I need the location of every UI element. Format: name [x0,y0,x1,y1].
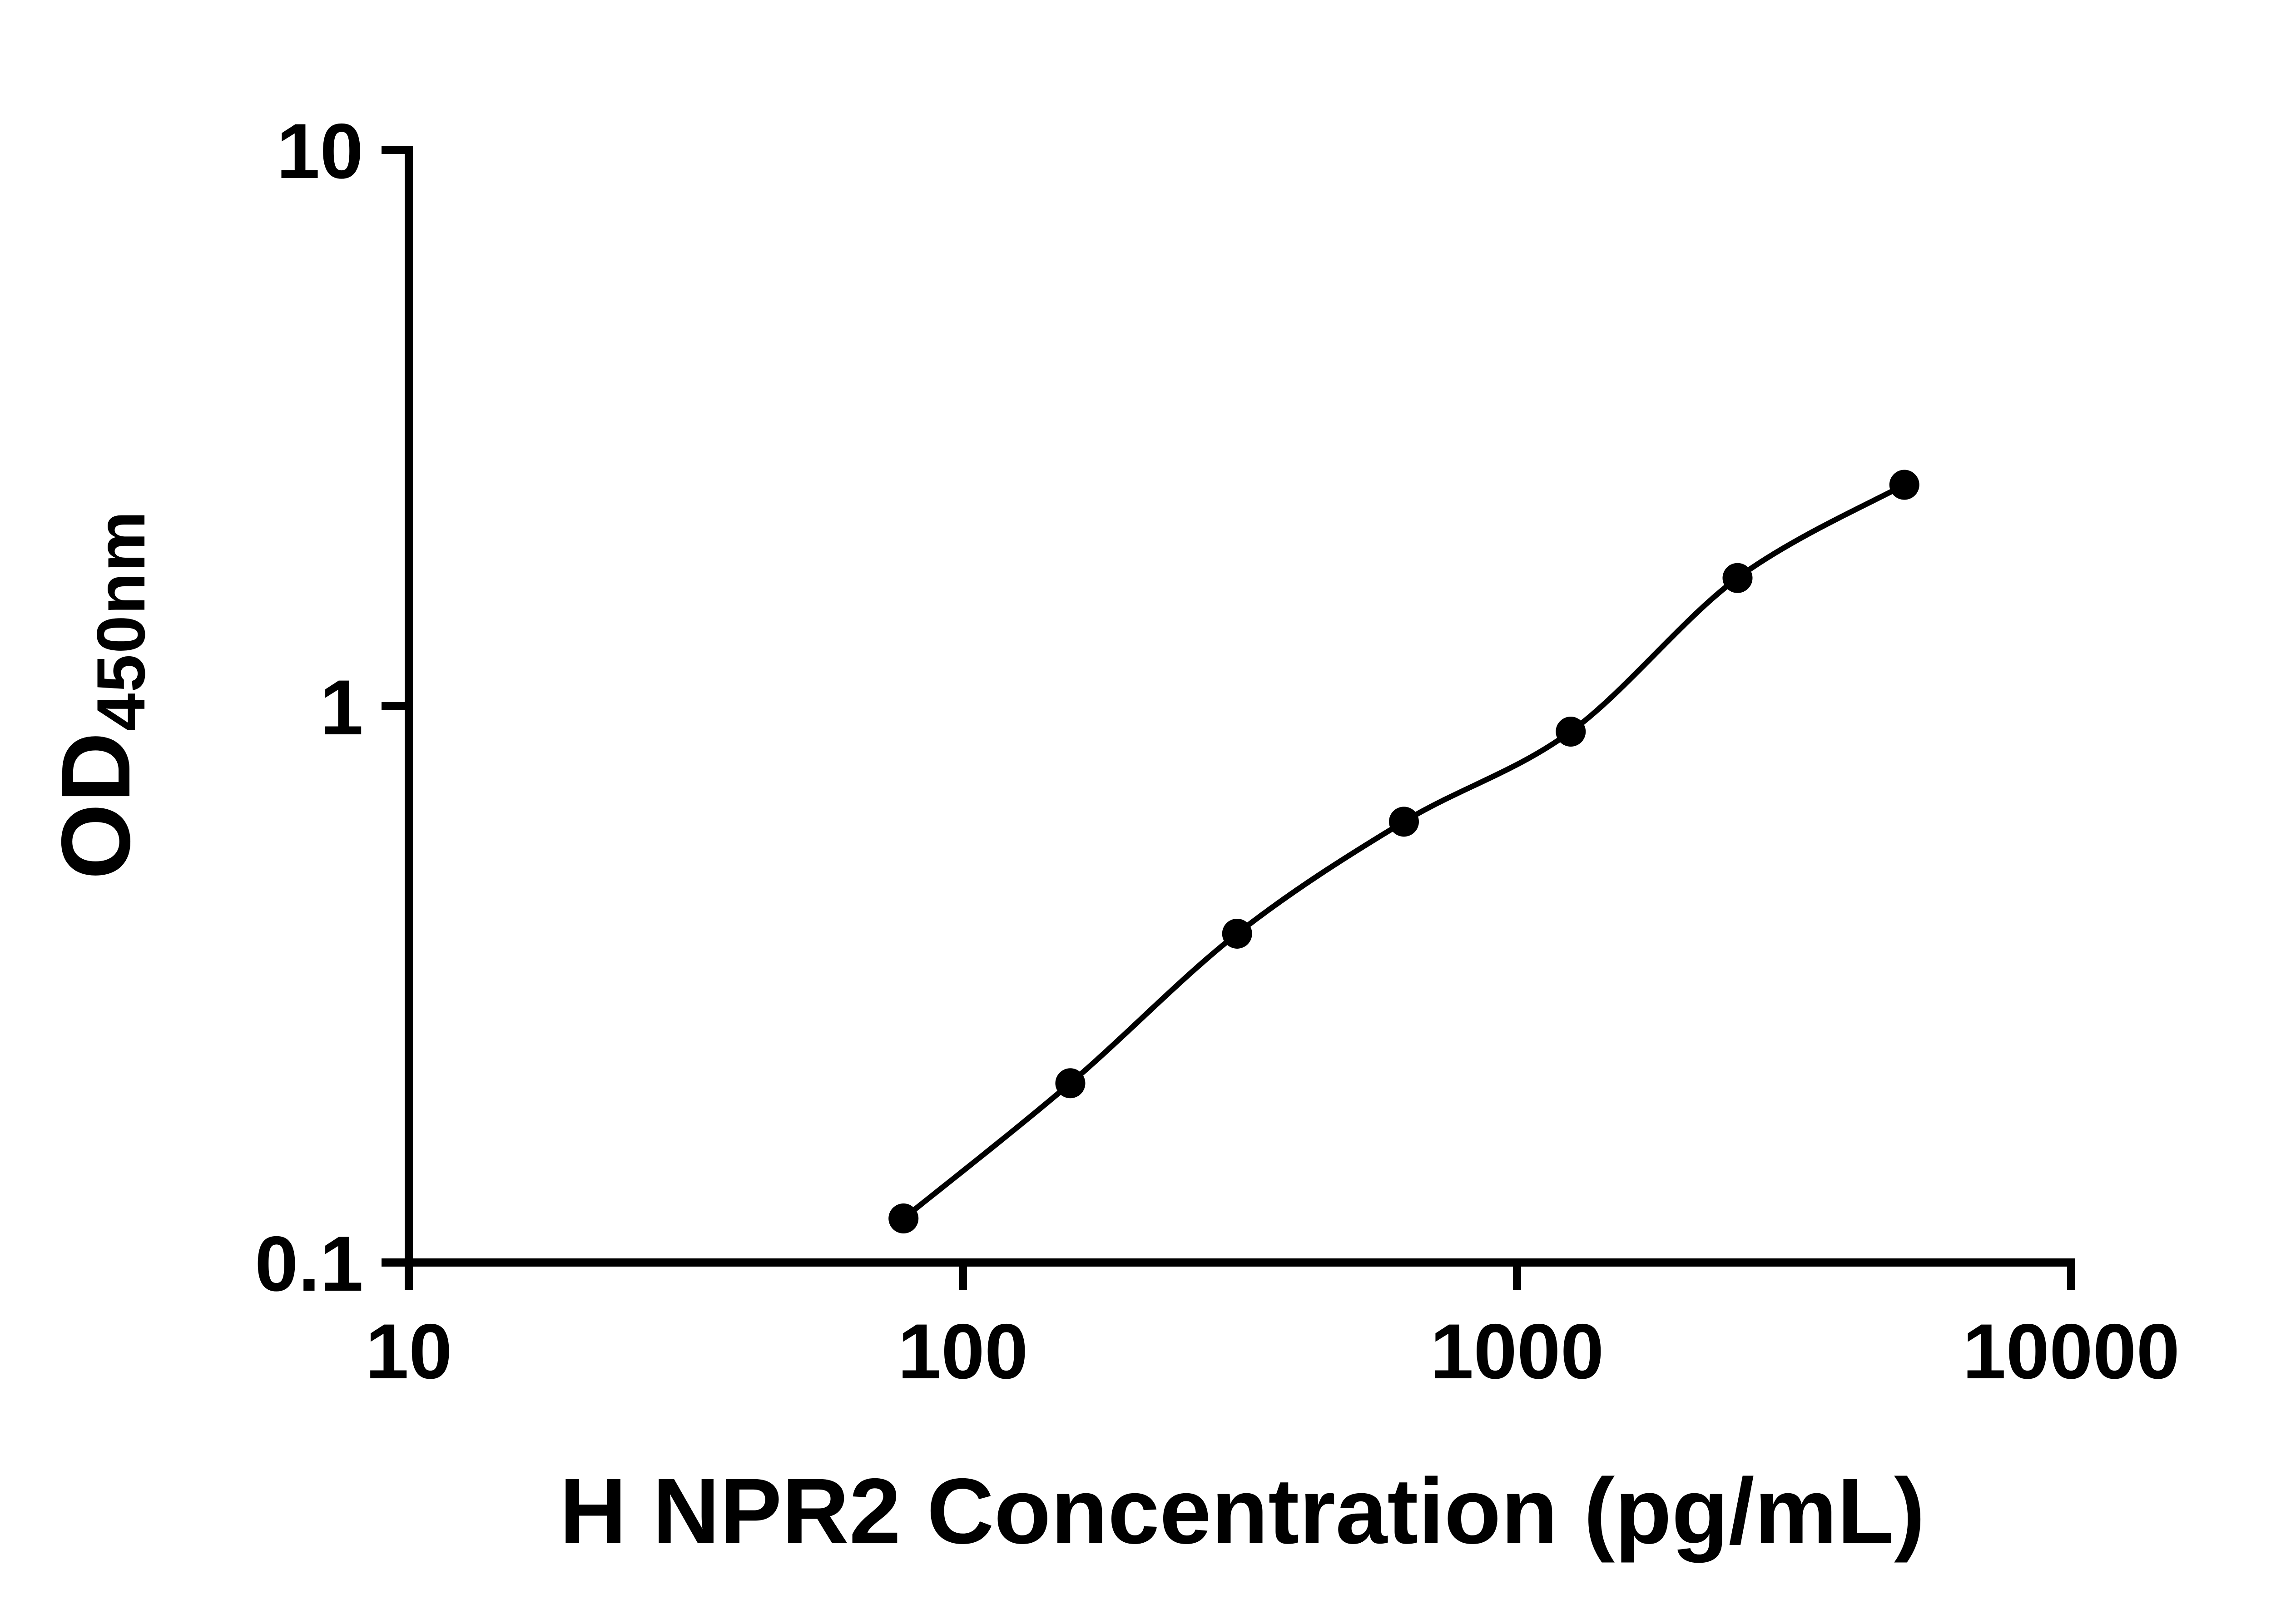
data-point-marker [1889,470,1919,500]
data-point-marker [1388,807,1419,837]
x-axis-tick-label: 1000 [1430,1308,1604,1395]
y-axis-tick-label: 1 [320,664,363,751]
x-axis-tick-label: 10 [365,1308,452,1395]
x-axis-tick-label: 100 [898,1308,1028,1395]
axis-spine [405,146,2075,1267]
y-axis-title: OD450nm [40,510,160,879]
data-point-marker [1055,1068,1086,1099]
y-axis-title-subscript: 450nm [83,510,159,732]
y-axis-title-main: OD [40,731,150,880]
x-axis-title: H NPR2 Concentration (pg/mL) [559,1459,1925,1563]
data-point-marker [888,1203,919,1234]
data-point-marker [1556,717,1586,747]
data-point-marker [1222,918,1252,949]
y-axis-tick-label: 10 [277,108,363,195]
y-axis-tick-label: 0.1 [255,1220,363,1307]
fit-curve [902,482,1906,1221]
data-point-marker [1722,563,1753,593]
x-axis-tick-label: 10000 [1963,1308,2180,1395]
